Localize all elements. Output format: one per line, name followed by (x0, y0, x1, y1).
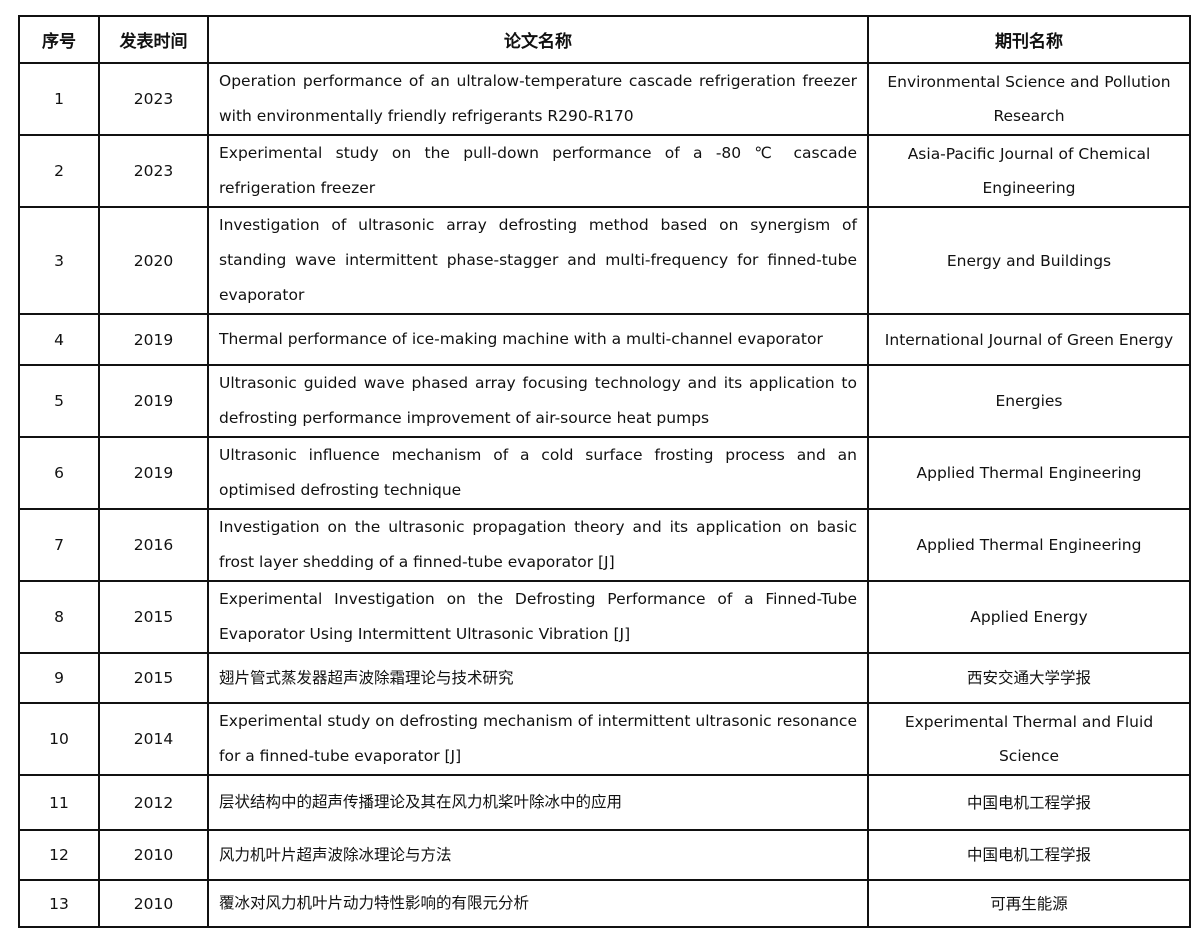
row-number: 13 (18, 879, 100, 928)
row-title: Experimental study on defrosting mechani… (207, 702, 869, 776)
row-number: 9 (18, 652, 100, 704)
row-number: 7 (18, 508, 100, 582)
row-number: 3 (18, 206, 100, 315)
row-title: 层状结构中的超声传播理论及其在风力机桨叶除冰中的应用 (207, 774, 869, 831)
row-year: 2019 (98, 313, 209, 366)
table-row: 5 2019 Ultrasonic guided wave phased array… (18, 364, 1191, 438)
row-year: 2010 (98, 829, 209, 881)
header-no: 序号 (18, 15, 100, 64)
row-year: 2019 (98, 436, 209, 510)
header-journal: 期刊名称 (867, 15, 1191, 64)
row-number: 1 (18, 62, 100, 136)
row-journal: Applied Energy (867, 580, 1191, 654)
row-number: 8 (18, 580, 100, 654)
row-year: 2023 (98, 62, 209, 136)
row-number: 5 (18, 364, 100, 438)
row-journal: Experimental Thermal and Fluid Science (867, 702, 1191, 776)
table-row: 11 2012 层状结构中的超声传播理论及其在风力机桨叶除冰中的应用 中国电机工程学报 (18, 774, 1191, 831)
row-title: Operation performance of an ultralow-tem… (207, 62, 869, 136)
row-number: 11 (18, 774, 100, 831)
row-journal: 西安交通大学学报 (867, 652, 1191, 704)
row-title: Investigation of ultrasonic array defros… (207, 206, 869, 315)
row-year: 2010 (98, 879, 209, 928)
header-title: 论文名称 (207, 15, 869, 64)
header-row: 序号 发表时间 论文名称 期刊名称 (18, 15, 1191, 64)
table-row: 13 2010 覆冰对风力机叶片动力特性影响的有限元分析 可再生能源 (18, 879, 1191, 928)
row-year: 2020 (98, 206, 209, 315)
row-journal: Applied Thermal Engineering (867, 436, 1191, 510)
row-number: 6 (18, 436, 100, 510)
table-row: 8 2015 Experimental Investigation on the D… (18, 580, 1191, 654)
row-journal: Energies (867, 364, 1191, 438)
row-title: Experimental study on the pull-down perf… (207, 134, 869, 208)
row-journal: Applied Thermal Engineering (867, 508, 1191, 582)
row-title: 风力机叶片超声波除冰理论与方法 (207, 829, 869, 881)
table-row: 10 2014 Experimental study on defrosting m… (18, 702, 1191, 776)
row-year: 2015 (98, 580, 209, 654)
row-title: Investigation on the ultrasonic propagat… (207, 508, 869, 582)
table-row: 6 2019 Ultrasonic influence mechanism of a… (18, 436, 1191, 510)
row-title: Ultrasonic guided wave phased array focu… (207, 364, 869, 438)
table-row: 3 2020 Investigation of ultrasonic array d… (18, 206, 1191, 315)
row-journal: Energy and Buildings (867, 206, 1191, 315)
row-journal: International Journal of Green Energy (867, 313, 1191, 366)
row-journal: 中国电机工程学报 (867, 829, 1191, 881)
row-title: Ultrasonic influence mechanism of a cold… (207, 436, 869, 510)
row-number: 12 (18, 829, 100, 881)
table-row: 7 2016 Investigation on the ultrasonic pro… (18, 508, 1191, 582)
row-title: 翅片管式蒸发器超声波除霜理论与技术研究 (207, 652, 869, 704)
row-number: 2 (18, 134, 100, 208)
table-row: 4 2019 Thermal performance of ice-making m… (18, 313, 1191, 366)
header-year: 发表时间 (98, 15, 209, 64)
row-title: 覆冰对风力机叶片动力特性影响的有限元分析 (207, 879, 869, 928)
row-number: 10 (18, 702, 100, 776)
row-year: 2014 (98, 702, 209, 776)
row-year: 2023 (98, 134, 209, 208)
row-title: Experimental Investigation on the Defros… (207, 580, 869, 654)
publication-table: 序号 发表时间 论文名称 期刊名称 1 2023 Operation perform… (18, 15, 1191, 928)
table-row: 12 2010 风力机叶片超声波除冰理论与方法 中国电机工程学报 (18, 829, 1191, 881)
row-year: 2012 (98, 774, 209, 831)
row-journal: 可再生能源 (867, 879, 1191, 928)
row-journal: 中国电机工程学报 (867, 774, 1191, 831)
row-year: 2016 (98, 508, 209, 582)
row-journal: Environmental Science and Pollution Rese… (867, 62, 1191, 136)
row-journal: Asia-Pacific Journal of Chemical Enginee… (867, 134, 1191, 208)
table-row: 9 2015 翅片管式蒸发器超声波除霜理论与技术研究 西安交通大学学报 (18, 652, 1191, 704)
row-year: 2015 (98, 652, 209, 704)
row-year: 2019 (98, 364, 209, 438)
row-title: Thermal performance of ice-making machin… (207, 313, 869, 366)
row-number: 4 (18, 313, 100, 366)
table-row: 2 2023 Experimental study on the pull-down… (18, 134, 1191, 208)
table-row: 1 2023 Operation performance of an ultralo… (18, 62, 1191, 136)
